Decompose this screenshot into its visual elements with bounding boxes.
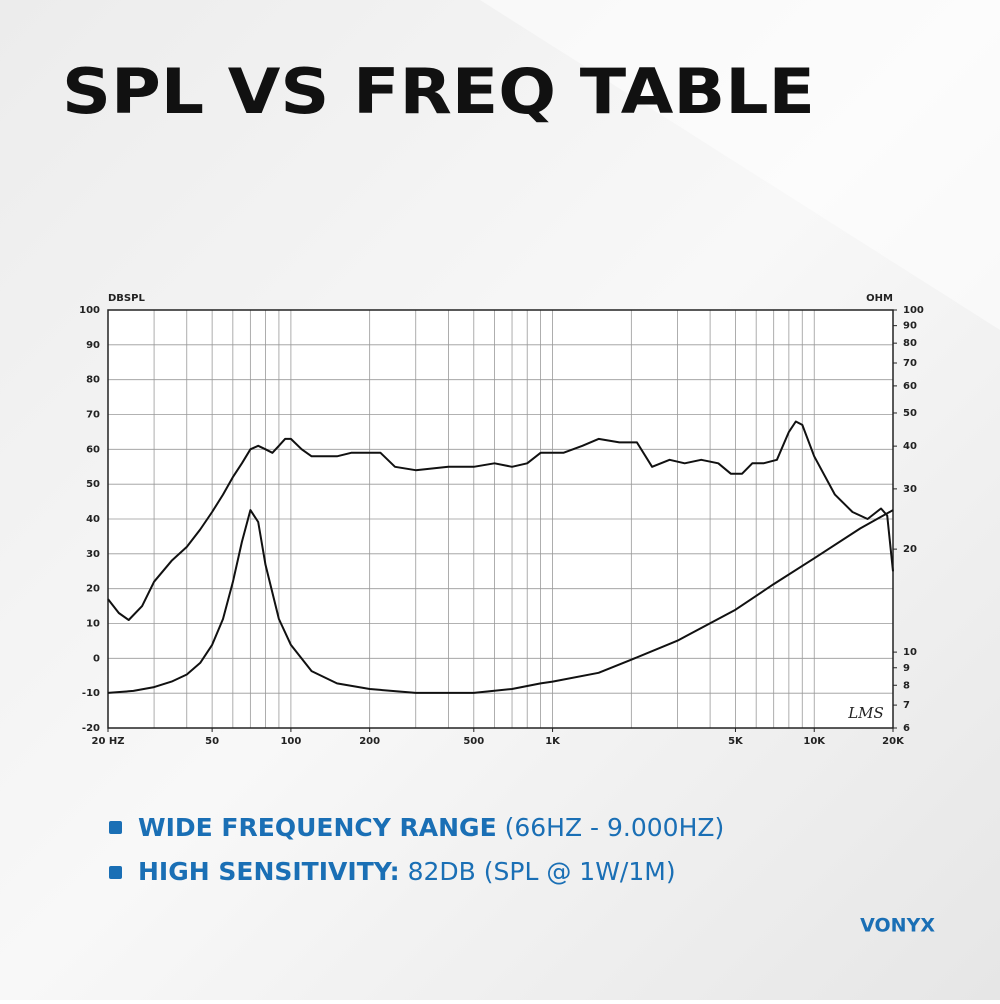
plot-frame xyxy=(107,309,894,729)
y-tick-label: 0 xyxy=(93,653,100,664)
y-tick-label: 30 xyxy=(86,549,100,560)
bullet-bold: HIGH SENSITIVITY: xyxy=(138,857,400,886)
y-axis-label: DBSPL xyxy=(108,293,145,304)
y-tick-label: -20 xyxy=(82,723,100,734)
y2-tick-label: 7 xyxy=(903,700,910,711)
bullet: HIGH SENSITIVITY: 82DB (SPL @ 1W/1M) xyxy=(138,857,676,886)
series-line xyxy=(107,509,894,694)
bullet-icon xyxy=(109,821,122,834)
y-tick-label: -10 xyxy=(82,688,100,699)
y2-tick-label: 60 xyxy=(903,381,917,392)
y2-tick-label: 90 xyxy=(903,321,917,332)
bullet-bold: WIDE FREQUENCY RANGE xyxy=(138,813,497,842)
y2-tick-label: 8 xyxy=(903,680,910,691)
y2-tick-label: 100 xyxy=(903,305,924,316)
x-tick-label: 5K xyxy=(728,736,744,747)
bullet-icon xyxy=(109,866,122,879)
x-tick-label: 500 xyxy=(463,736,484,747)
y-tick-label: 80 xyxy=(86,375,100,386)
y-tick-label: 10 xyxy=(86,619,100,630)
x-tick-label: 1K xyxy=(545,736,561,747)
y2-tick-label: 70 xyxy=(903,358,917,369)
bullet: WIDE FREQUENCY RANGE (66HZ - 9.000HZ) xyxy=(138,813,724,842)
annotation: LMS xyxy=(847,704,884,722)
decor xyxy=(480,0,1000,330)
y-tick-label: 70 xyxy=(86,410,100,421)
y-tick-label: 50 xyxy=(86,479,100,490)
y2-tick-label: 30 xyxy=(903,484,917,495)
y2-axis-label: OHM xyxy=(866,293,893,304)
x-tick-label: 100 xyxy=(280,736,301,747)
x-tick-label: 200 xyxy=(359,736,380,747)
y2-tick-label: 80 xyxy=(903,338,917,349)
y2-tick-label: 9 xyxy=(903,663,910,674)
x-tick-label: 10K xyxy=(803,736,826,747)
y2-tick-label: 20 xyxy=(903,544,917,555)
brand: VONYX xyxy=(860,915,935,937)
y-tick-label: 20 xyxy=(86,584,100,595)
y-tick-label: 100 xyxy=(79,305,100,316)
title: SPL VS FREQ TABLE xyxy=(62,55,815,128)
y2-tick-label: 10 xyxy=(903,647,917,658)
y2-tick-label: 6 xyxy=(903,723,910,734)
bullet-text: (66HZ - 9.000HZ) xyxy=(497,813,725,842)
y-tick-label: 40 xyxy=(86,514,100,525)
y2-tick-label: 50 xyxy=(903,408,917,419)
x-tick-label: 20K xyxy=(882,736,905,747)
y-tick-label: 60 xyxy=(86,444,100,455)
y-tick-label: 90 xyxy=(86,340,100,351)
x-tick-label: 50 xyxy=(205,736,219,747)
bullet-text: 82DB (SPL @ 1W/1M) xyxy=(400,857,676,886)
x-tick-label: 20 HZ xyxy=(91,736,124,747)
series-line xyxy=(107,420,894,621)
y2-tick-label: 40 xyxy=(903,441,917,452)
